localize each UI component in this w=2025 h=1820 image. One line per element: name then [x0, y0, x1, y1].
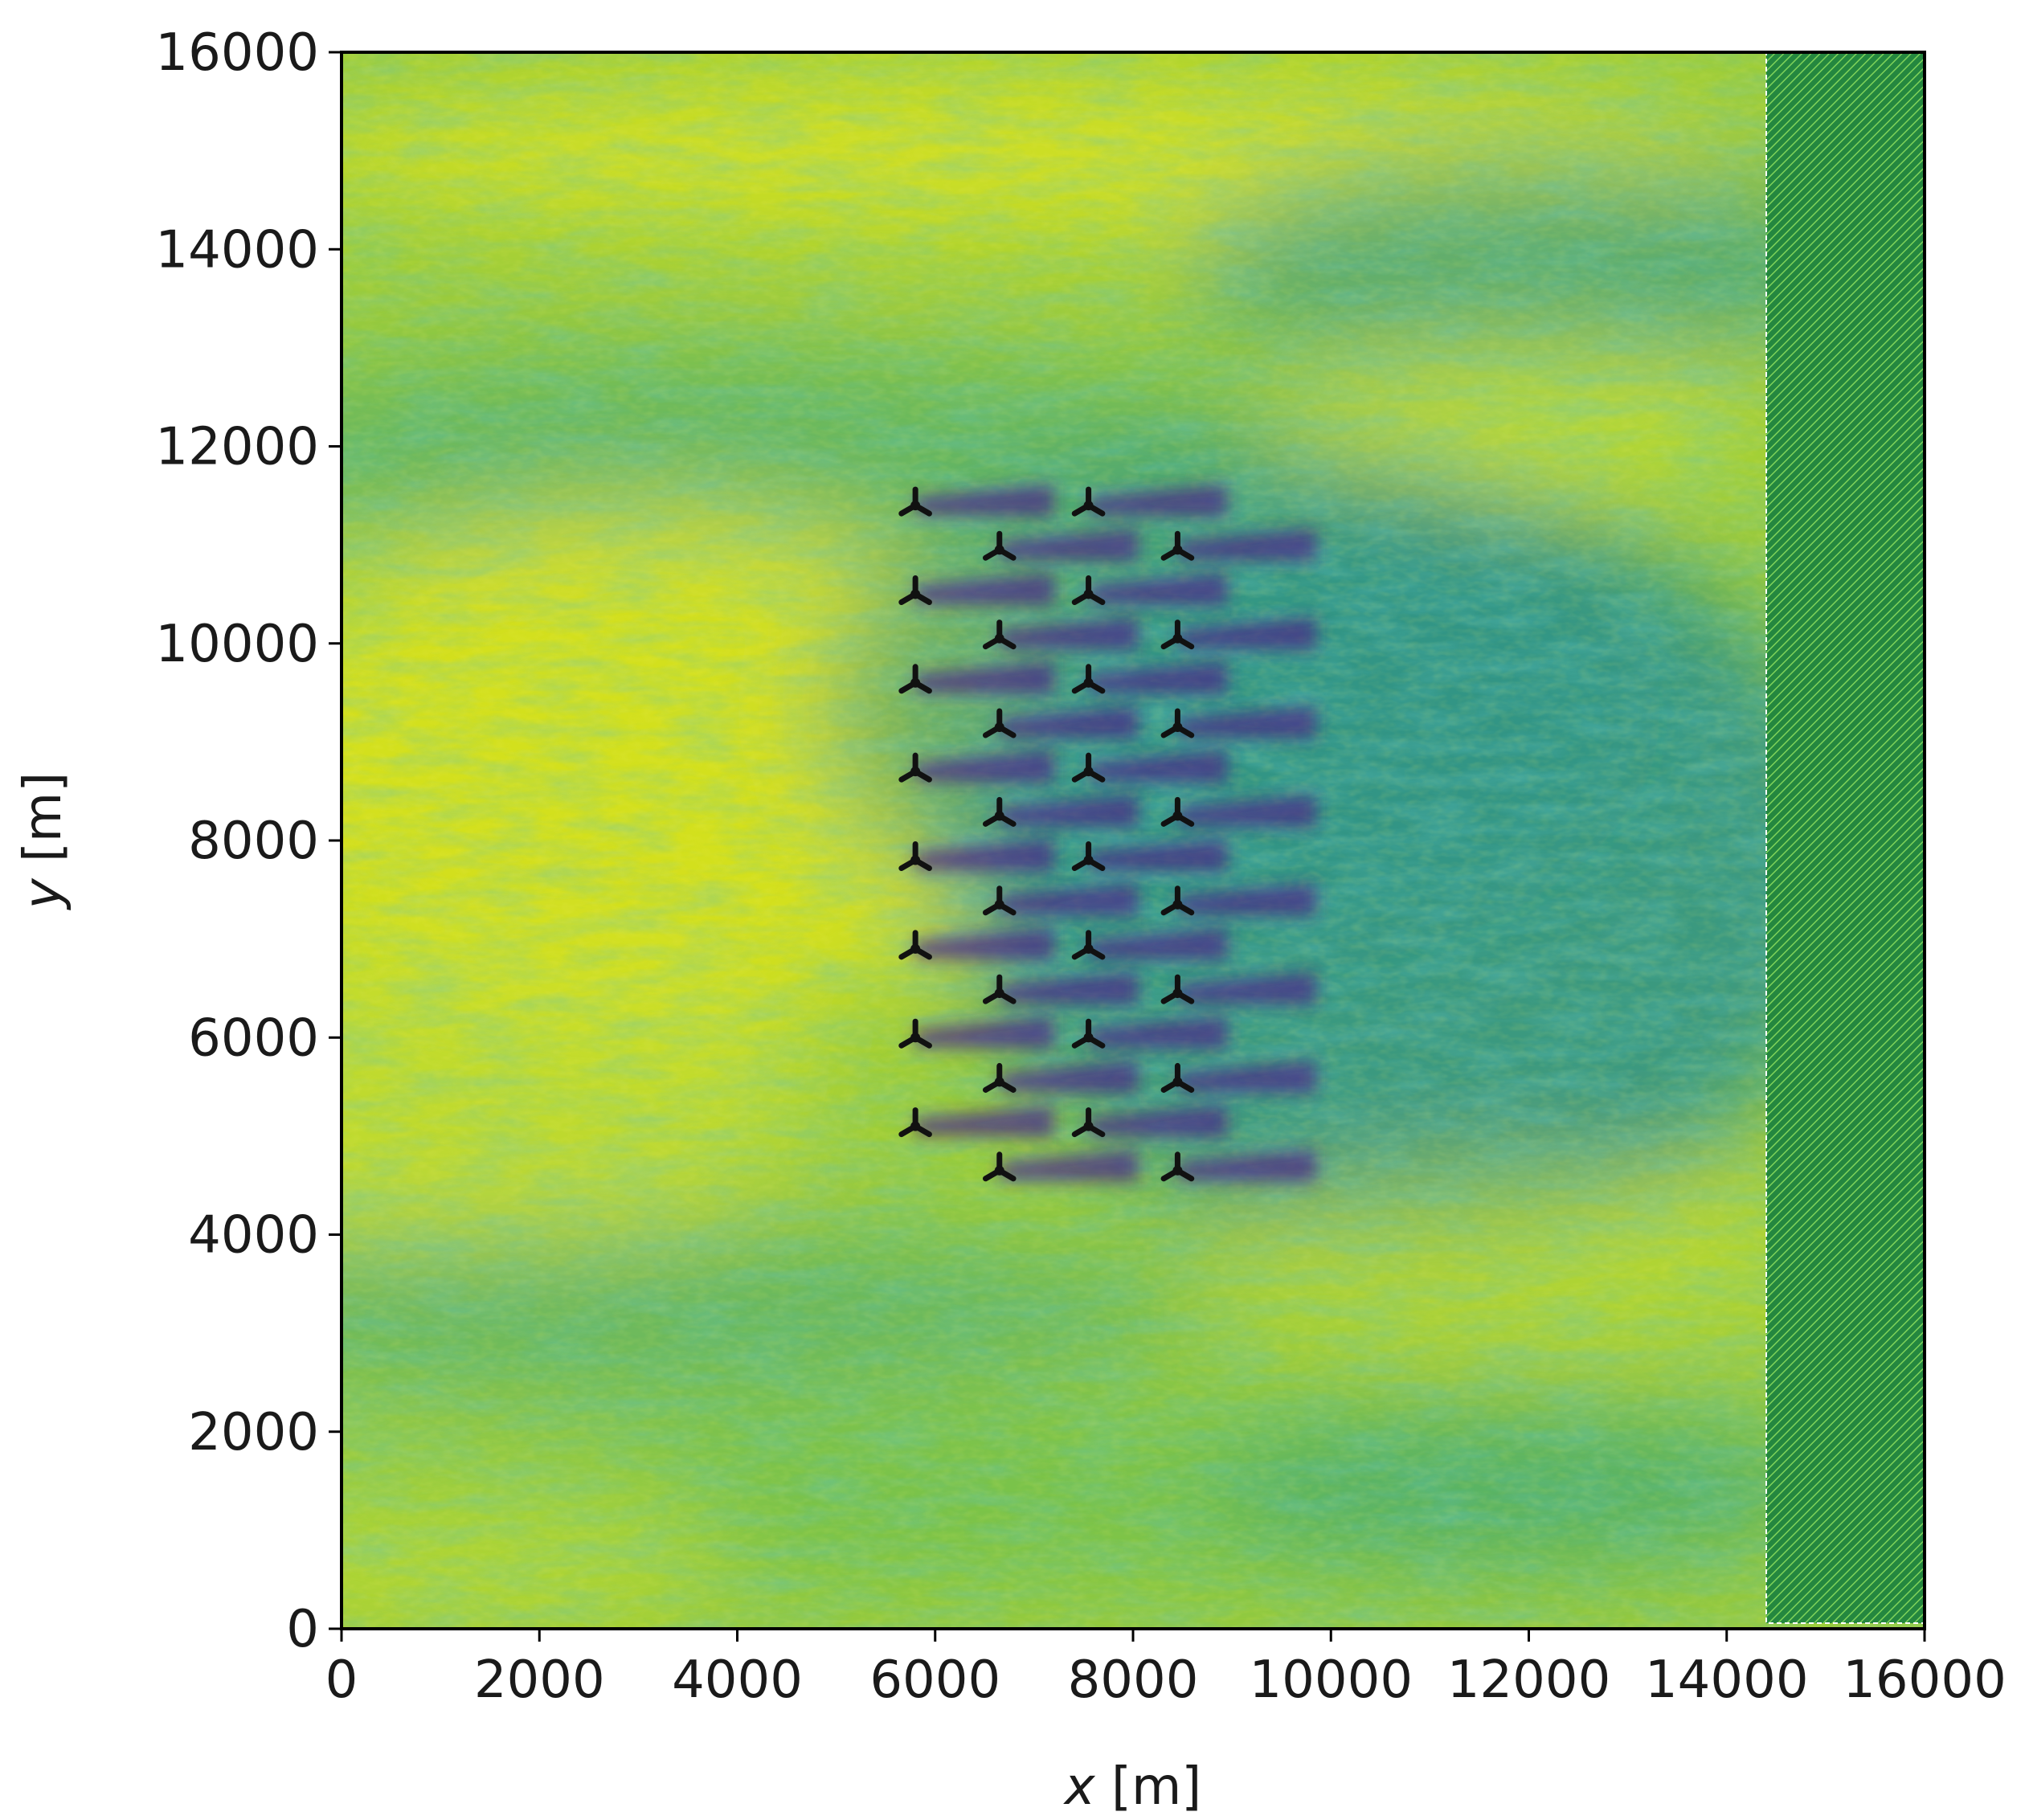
turbine-wake	[1088, 750, 1227, 783]
turbine-wake	[1177, 1061, 1316, 1094]
turbine-wake	[1177, 706, 1316, 738]
x-tick-label: 12000	[1447, 1650, 1611, 1710]
x-tick-label: 14000	[1645, 1650, 1809, 1710]
turbine-wake	[915, 1105, 1054, 1138]
y-axis: 0 2000 4000 6000 8000 10000 12000 14000 16000	[155, 23, 342, 1659]
y-tick-label: 16000	[155, 23, 319, 83]
turbine-marker	[898, 930, 932, 960]
turbine-marker	[1071, 486, 1106, 517]
y-tick-label: 12000	[155, 418, 319, 477]
turbine-marker	[1160, 974, 1195, 1004]
turbine-marker	[1071, 1107, 1106, 1138]
turbine-marker	[1160, 530, 1195, 561]
turbine-wake	[915, 927, 1054, 960]
turbine-wake	[999, 529, 1139, 562]
turbine-marker	[898, 752, 932, 783]
x-tick-label: 10000	[1249, 1650, 1413, 1710]
x-tick-label: 8000	[1068, 1650, 1199, 1710]
turbine-marker	[982, 885, 1017, 916]
y-tick-label: 14000	[155, 220, 319, 280]
x-tick-label: 16000	[1843, 1650, 2007, 1710]
heatmap-texture-fine	[342, 52, 1925, 1629]
turbine-wake	[915, 750, 1054, 783]
turbine-marker	[1071, 1018, 1106, 1049]
turbine-wake	[915, 573, 1054, 606]
turbine-wake	[915, 485, 1054, 517]
turbine-wake	[1177, 795, 1316, 828]
turbine-wake	[999, 795, 1139, 828]
turbine-marker	[982, 620, 1017, 650]
turbine-wake	[999, 883, 1139, 916]
turbine-marker	[982, 1062, 1017, 1093]
turbine-wake	[915, 839, 1054, 872]
x-tick-label: 4000	[672, 1650, 803, 1710]
turbine-marker	[1071, 664, 1106, 694]
hatched-region	[1765, 52, 1925, 1624]
turbine-marker	[982, 1151, 1017, 1182]
turbine-marker	[982, 796, 1017, 827]
turbine-marker	[1160, 708, 1195, 738]
wakes	[915, 485, 1316, 1182]
turbine-marker	[898, 486, 932, 517]
turbine-wake	[1177, 529, 1316, 562]
turbine-wake	[915, 661, 1054, 694]
turbine-marker	[1160, 885, 1195, 916]
turbine-wake	[1088, 1016, 1227, 1049]
turbine-marker	[898, 664, 932, 694]
y-tick-label: 0	[286, 1600, 319, 1659]
turbine-marker	[898, 575, 932, 605]
turbine-marker	[982, 708, 1017, 738]
x-tick-label: 6000	[869, 1650, 1000, 1710]
x-tick-label: 2000	[474, 1650, 605, 1710]
turbine-marker	[1071, 930, 1106, 960]
turbine-wake	[999, 1149, 1139, 1182]
turbine-wake	[1088, 1105, 1227, 1138]
y-tick-label: 10000	[155, 615, 319, 674]
turbine-marker	[1160, 796, 1195, 827]
y-tick-label: 8000	[188, 812, 319, 871]
turbines	[898, 486, 1195, 1182]
turbine-marker	[1160, 620, 1195, 650]
turbine-marker	[982, 530, 1017, 561]
x-axis-label: x [m]	[1063, 1757, 1202, 1817]
turbine-wake	[1088, 661, 1227, 694]
turbine-wake	[1088, 485, 1227, 517]
y-tick-label: 4000	[188, 1206, 319, 1266]
turbine-wake	[1177, 1149, 1316, 1182]
turbine-marker	[1071, 841, 1106, 872]
turbine-wake	[1177, 972, 1316, 1005]
x-axis: 0 2000 4000 6000 8000 10000 12000 14000 16000	[325, 1629, 2007, 1710]
turbine-wake	[1088, 839, 1227, 872]
plot-area	[342, 52, 1925, 1629]
turbine-wake	[1088, 573, 1227, 606]
turbine-wake	[999, 617, 1139, 650]
y-tick-label: 2000	[188, 1403, 319, 1462]
turbine-marker	[1071, 752, 1106, 783]
turbine-marker	[1160, 1151, 1195, 1182]
y-tick-label: 6000	[188, 1008, 319, 1068]
turbine-wake	[1177, 883, 1316, 916]
turbine-wake	[1177, 617, 1316, 650]
turbine-marker	[1160, 1062, 1195, 1093]
turbine-marker	[898, 1018, 932, 1049]
turbine-wake	[999, 706, 1139, 738]
turbine-marker	[982, 974, 1017, 1004]
turbine-wake	[1088, 927, 1227, 960]
x-tick-label: 0	[325, 1650, 358, 1710]
turbine-marker	[898, 1107, 932, 1138]
turbine-marker	[898, 841, 932, 872]
turbine-wake	[999, 1061, 1139, 1094]
turbine-wake	[915, 1016, 1054, 1049]
turbine-wake	[999, 972, 1139, 1005]
y-axis-label: y [m]	[14, 772, 73, 911]
turbine-marker	[1071, 575, 1106, 605]
